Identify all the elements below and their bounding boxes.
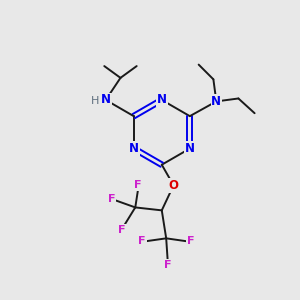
Text: N: N [101,93,111,106]
Text: N: N [185,142,195,155]
Text: F: F [134,180,142,190]
Text: N: N [157,93,167,106]
Text: N: N [129,142,139,155]
Text: N: N [211,95,221,108]
Text: F: F [108,194,116,204]
Text: F: F [118,225,126,235]
Text: F: F [187,236,194,246]
Text: F: F [164,260,171,269]
Text: H: H [91,96,100,106]
Text: O: O [169,179,178,192]
Text: F: F [138,236,146,246]
